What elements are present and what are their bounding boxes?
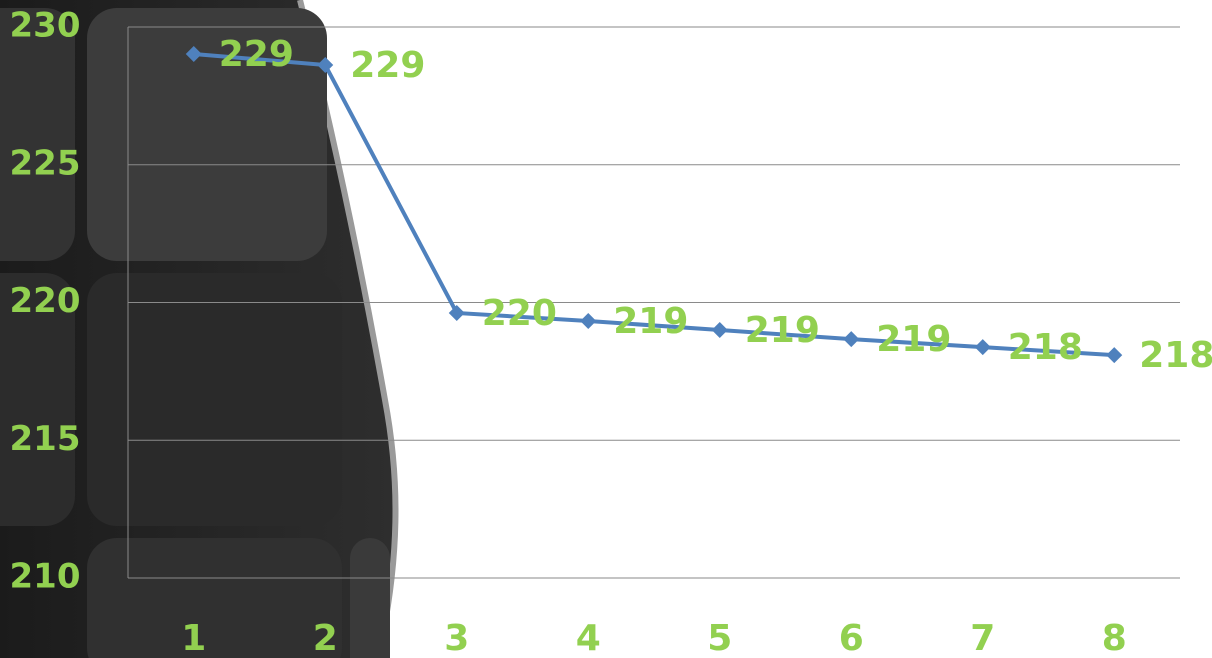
point-marker xyxy=(580,313,596,329)
y-tick-label: 225 xyxy=(10,143,81,183)
x-tick-label: 1 xyxy=(181,618,206,658)
y-tick-label: 215 xyxy=(10,419,81,459)
data-label: 219 xyxy=(876,319,951,360)
point-marker xyxy=(843,331,859,347)
point-marker xyxy=(449,305,465,321)
point-marker xyxy=(1106,347,1122,363)
x-tick-label: 8 xyxy=(1102,618,1127,658)
x-tick-label: 6 xyxy=(839,618,864,658)
data-label: 218 xyxy=(1139,335,1212,376)
chart: 210 215 220 225 230 1 2 3 4 5 6 7 8 229 229 220 219 219 21… xyxy=(0,0,1212,658)
y-tick-label: 230 xyxy=(10,6,81,46)
y-tick-label: 210 xyxy=(10,557,81,597)
data-label: 220 xyxy=(482,293,557,334)
x-tick-label: 7 xyxy=(970,618,995,658)
x-tick-label: 5 xyxy=(707,618,732,658)
data-label: 229 xyxy=(219,34,294,75)
point-marker xyxy=(975,339,991,355)
data-label: 219 xyxy=(613,301,688,342)
y-tick-label: 220 xyxy=(10,281,81,321)
data-label: 219 xyxy=(745,310,820,351)
page: 210 215 220 225 230 1 2 3 4 5 6 7 8 229 229 220 219 219 21… xyxy=(0,0,1212,658)
data-label: 218 xyxy=(1008,327,1083,368)
x-tick-label: 4 xyxy=(576,618,601,658)
x-tick-label: 3 xyxy=(444,618,469,658)
data-label: 229 xyxy=(350,45,425,86)
point-marker xyxy=(712,322,728,338)
x-tick-label: 2 xyxy=(313,618,338,658)
